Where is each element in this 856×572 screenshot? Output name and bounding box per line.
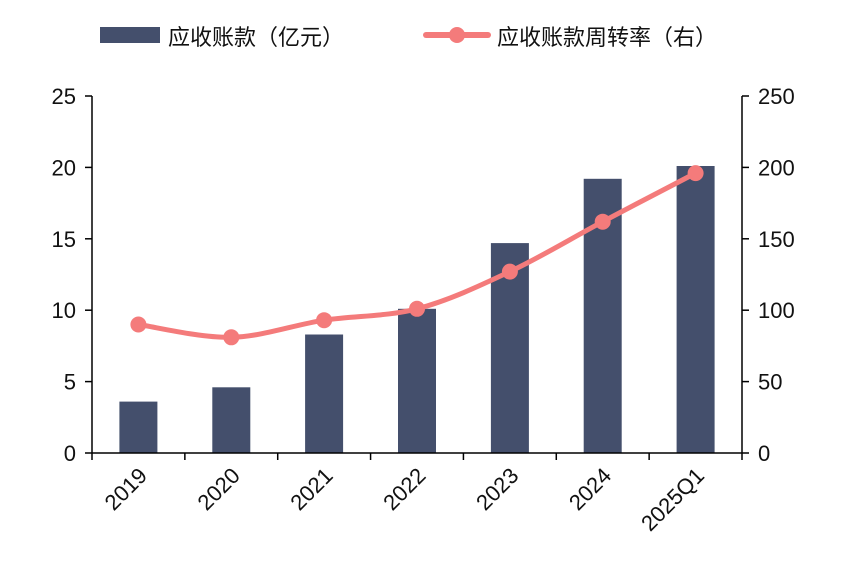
left-tick-label: 15 — [52, 227, 76, 252]
right-tick-label: 0 — [758, 441, 770, 466]
line-point — [409, 300, 425, 317]
legend-swatch-marker — [449, 27, 465, 43]
x-tick-label: 2024 — [564, 463, 616, 515]
x-tick-label: 2020 — [193, 463, 245, 515]
line-point — [687, 165, 704, 182]
left-tick-label: 10 — [52, 298, 76, 323]
left-tick-label: 0 — [64, 441, 76, 466]
line-point — [130, 316, 147, 333]
left-tick-label: 5 — [64, 370, 76, 395]
legend-swatch-bar — [100, 27, 160, 43]
left-tick-label: 25 — [52, 84, 76, 109]
bar — [212, 387, 251, 453]
x-tick-label: 2023 — [471, 463, 523, 515]
bar — [305, 334, 344, 453]
bar-series — [119, 166, 715, 454]
x-tick-label: 2022 — [378, 463, 430, 515]
right-tick-label: 50 — [758, 370, 782, 395]
x-tick-label: 2025Q1 — [636, 463, 709, 536]
legend-label-bar: 应收账款（亿元） — [168, 26, 344, 51]
line-point — [223, 329, 240, 346]
x-tick-label: 2021 — [285, 463, 337, 515]
right-tick-label: 100 — [758, 298, 795, 323]
legend-label-line: 应收账款周转率（右） — [497, 26, 717, 51]
legend: 应收账款（亿元） 应收账款周转率（右） — [100, 26, 717, 51]
right-tick-label: 200 — [758, 155, 795, 180]
line-point — [501, 263, 518, 280]
left-tick-label: 20 — [52, 155, 76, 180]
x-tick-label: 2019 — [100, 463, 152, 515]
right-tick-label: 250 — [758, 84, 795, 109]
line-series — [130, 165, 704, 346]
bar — [398, 308, 436, 453]
right-tick-label: 150 — [758, 227, 795, 252]
bar — [676, 166, 715, 453]
bar — [119, 401, 158, 453]
line-point — [316, 312, 333, 329]
line-point — [594, 213, 611, 230]
